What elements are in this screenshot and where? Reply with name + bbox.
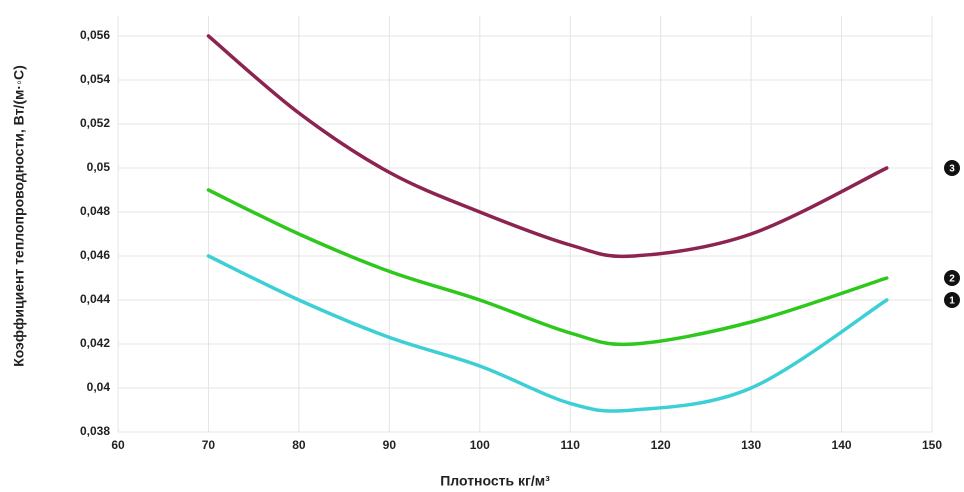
x-tick-label: 80 — [292, 438, 306, 452]
x-tick-label: 60 — [111, 438, 125, 452]
legend-marker — [944, 292, 960, 308]
y-tick-label: 0,042 — [80, 336, 110, 350]
series-line — [206, 188, 889, 347]
y-tick-label: 0,05 — [87, 160, 111, 174]
x-tick-label: 90 — [383, 438, 397, 452]
y-tick-label: 0,046 — [80, 248, 110, 262]
x-tick-label: 120 — [651, 438, 671, 452]
x-tick-label: 150 — [922, 438, 942, 452]
x-tick-label: 130 — [741, 438, 761, 452]
y-tick-label: 0,04 — [87, 380, 111, 394]
x-tick-label: 70 — [202, 438, 216, 452]
x-tick-label: 100 — [470, 438, 490, 452]
series-line — [206, 34, 889, 259]
x-tick-label: 140 — [832, 438, 852, 452]
legend-label: 2 — [949, 274, 955, 285]
y-tick-label: 0,044 — [80, 292, 110, 306]
legend-marker — [944, 270, 960, 286]
legend-label: 3 — [949, 164, 955, 175]
y-tick-label: 0,052 — [80, 116, 110, 130]
y-tick-label: 0,038 — [80, 424, 110, 438]
legend-label: 1 — [949, 296, 955, 307]
series-line — [206, 254, 889, 413]
y-axis-label: Коэффициент теплопроводности, Вт/(м·◦С) — [11, 65, 27, 367]
x-axis-label: Плотность кг/м³ — [440, 473, 550, 489]
y-tick-label: 0,048 — [80, 204, 110, 218]
y-tick-label: 0,056 — [80, 28, 110, 42]
x-tick-label: 110 — [561, 438, 581, 452]
y-tick-label: 0,054 — [80, 72, 110, 86]
legend-marker — [944, 160, 960, 176]
